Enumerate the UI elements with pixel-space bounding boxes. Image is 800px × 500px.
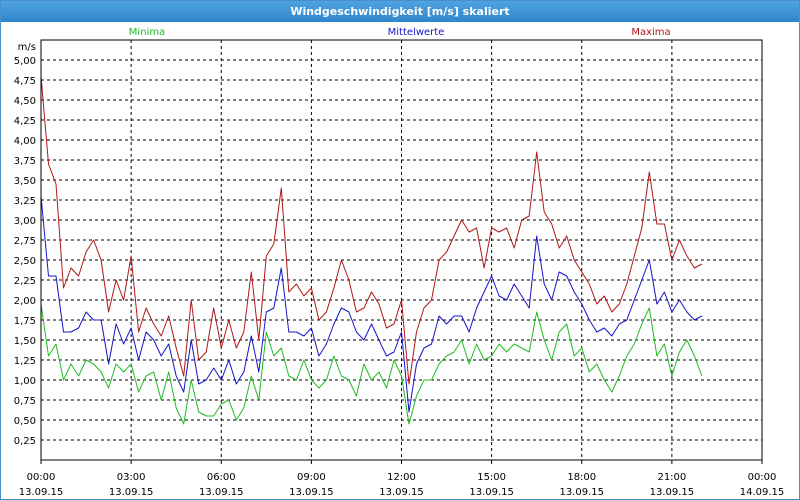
- series-line-maxima: [40, 75, 703, 385]
- legend: Minima Mittelwerte Maxima: [129, 27, 671, 38]
- y-tick-label: 1,50: [14, 336, 36, 347]
- x-tick-time: 00:00: [27, 472, 56, 483]
- y-tick-label: 1,25: [14, 356, 36, 367]
- y-tick-label: 1,75: [14, 316, 36, 327]
- series-line-minima: [40, 303, 703, 425]
- y-tick-label: 5,00: [14, 56, 36, 67]
- y-tick-label: 0,50: [14, 416, 36, 427]
- legend-minima: Minima: [129, 27, 165, 38]
- x-tick-time: 09:00: [297, 472, 326, 483]
- axis-ticks: 0,25 0,50 0,75 1,00 1,25 1,50 1,75 2,00 2,25 2,50…: [14, 42, 785, 498]
- y-tick-label: 2,50: [14, 256, 36, 267]
- y-axis-label: m/s: [18, 42, 36, 53]
- x-tick-date: 13.09.15: [559, 487, 604, 498]
- series-line-mittelwerte: [40, 195, 703, 413]
- y-tick-label: 3,00: [14, 216, 36, 227]
- x-tick-time: 06:00: [207, 472, 236, 483]
- x-tick-time: 03:00: [117, 472, 146, 483]
- x-tick-date: 13.09.15: [19, 487, 64, 498]
- x-tick-date: 14.09.15: [740, 487, 785, 498]
- y-tick-label: 4,00: [14, 136, 36, 147]
- x-tick-time: 21:00: [657, 472, 686, 483]
- y-tick-label: 0,25: [14, 436, 36, 447]
- x-tick-time: 12:00: [387, 472, 416, 483]
- y-tick-label: 0,75: [14, 396, 36, 407]
- y-tick-label: 2,00: [14, 296, 36, 307]
- y-tick-label: 3,75: [14, 156, 36, 167]
- y-tick-label: 1,00: [14, 376, 36, 387]
- series-lines: [40, 75, 703, 425]
- y-tick-label: 2,25: [14, 276, 36, 287]
- x-tick-date: 13.09.15: [109, 487, 154, 498]
- x-tick-date: 13.09.15: [289, 487, 334, 498]
- x-tick-date: 13.09.15: [379, 487, 424, 498]
- x-tick-date: 13.09.15: [650, 487, 695, 498]
- legend-maxima: Maxima: [631, 27, 670, 38]
- x-tick-date: 13.09.15: [199, 487, 244, 498]
- x-tick-time: 00:00: [748, 472, 777, 483]
- x-tick-time: 18:00: [567, 472, 596, 483]
- y-tick-label: 2,75: [14, 236, 36, 247]
- y-tick-label: 4,75: [14, 76, 36, 87]
- x-tick-time: 15:00: [477, 472, 506, 483]
- y-tick-label: 4,50: [14, 96, 36, 107]
- legend-mittelwerte: Mittelwerte: [388, 27, 445, 38]
- x-tick-date: 13.09.15: [469, 487, 514, 498]
- grid: [41, 40, 762, 460]
- y-tick-label: 3,25: [14, 196, 36, 207]
- y-tick-label: 3,50: [14, 176, 36, 187]
- y-tick-label: 4,25: [14, 116, 36, 127]
- window-title: Windgeschwindigkeit [m/s] skaliert: [1, 1, 799, 22]
